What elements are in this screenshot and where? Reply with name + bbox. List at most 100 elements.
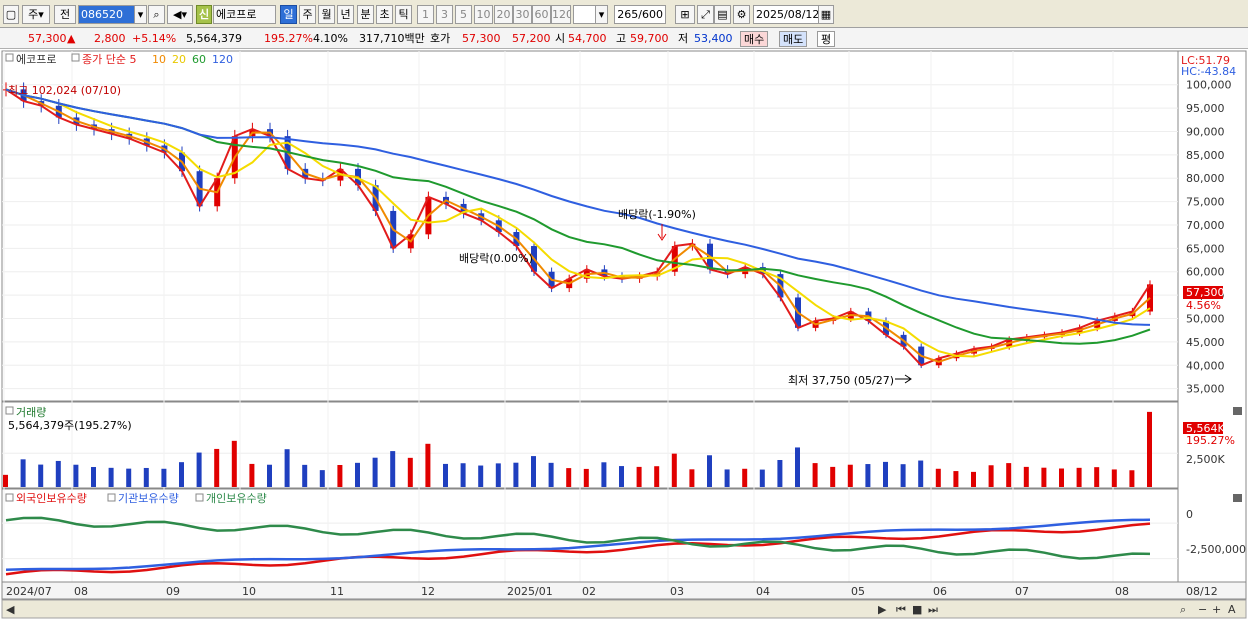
volume-close-icon[interactable] bbox=[1233, 407, 1242, 415]
quote-bar: 57,300 ▲ 2,800 +5.14% 5,564,379 195.27% … bbox=[0, 28, 1248, 49]
price-tick-label: 70,000 bbox=[1186, 219, 1225, 232]
volume-bar bbox=[742, 468, 748, 487]
price-tick-label: 90,000 bbox=[1186, 125, 1225, 138]
count-1[interactable]: 1 bbox=[417, 5, 434, 24]
stop-icon[interactable]: ■ bbox=[912, 603, 922, 616]
count-3[interactable]: 3 bbox=[436, 5, 453, 24]
count-5[interactable]: 5 bbox=[455, 5, 472, 24]
prev-button[interactable]: 전 bbox=[54, 5, 76, 24]
holdings-line bbox=[5, 518, 1151, 572]
window-icon[interactable]: ▢ bbox=[3, 5, 19, 24]
volume-bar bbox=[1041, 467, 1047, 487]
chart-type-icon[interactable]: ⤢ bbox=[697, 5, 714, 24]
holdings-line bbox=[5, 516, 1151, 560]
volume-bar bbox=[443, 463, 448, 487]
annotation-high: 최고 102,024 (07/10) bbox=[8, 84, 121, 97]
volume-bar bbox=[231, 440, 237, 487]
volume-bar bbox=[126, 468, 132, 487]
volume-bar bbox=[390, 451, 396, 487]
font-size-icon[interactable]: A bbox=[1228, 603, 1236, 616]
volume-bar bbox=[161, 468, 167, 487]
zoom-icon[interactable]: ⌕ bbox=[1180, 603, 1186, 616]
custom-count-dropdown-icon[interactable]: ▾ bbox=[595, 5, 608, 24]
volume-bar bbox=[355, 462, 360, 487]
zoom-in-icon[interactable]: + bbox=[1212, 603, 1221, 616]
stock-chart[interactable]: 100,000 95,000 90,000 85,000 80,000 75,000 70,… bbox=[0, 50, 1248, 621]
interval-second[interactable]: 초 bbox=[376, 5, 393, 24]
count-10[interactable]: 10 bbox=[474, 5, 493, 24]
date-input[interactable]: 2025/08/12 bbox=[753, 5, 819, 24]
period-select[interactable]: 주▾ bbox=[22, 5, 50, 24]
search-icon[interactable]: ⌕ bbox=[148, 5, 165, 24]
eval-button[interactable]: 평 bbox=[817, 31, 836, 47]
code-dropdown-icon[interactable]: ▾ bbox=[134, 5, 147, 24]
volume-bar bbox=[495, 463, 501, 487]
sell-button[interactable]: 매도 bbox=[779, 31, 808, 47]
volume-ratio: 195.27% bbox=[264, 32, 313, 45]
hc-label: HC:-43.84 bbox=[1181, 65, 1236, 78]
low-price: 53,400 bbox=[694, 32, 733, 45]
price-axis-ticks: 100,000 95,000 90,000 85,000 80,000 75,000 70,… bbox=[1186, 79, 1232, 396]
scroll-right-arrow[interactable]: ▶ bbox=[878, 603, 887, 616]
interval-minute[interactable]: 분 bbox=[357, 5, 374, 24]
bid-price: 57,200 bbox=[512, 32, 551, 45]
stock-code-input[interactable]: 086520 bbox=[78, 5, 136, 24]
stock-name[interactable]: 에코프로 bbox=[213, 5, 276, 24]
x-axis-label: 08/12 bbox=[1186, 585, 1218, 598]
count-20[interactable]: 20 bbox=[494, 5, 513, 24]
interval-tick[interactable]: 틱 bbox=[395, 5, 412, 24]
count-120[interactable]: 120 bbox=[551, 5, 571, 24]
last-price-tag bbox=[1183, 286, 1223, 299]
save-icon[interactable]: ▤ bbox=[714, 5, 731, 24]
volume-bar bbox=[108, 467, 114, 487]
interval-day[interactable]: 일 bbox=[280, 5, 297, 24]
scroll-end-icon[interactable]: ⏭ bbox=[928, 603, 938, 616]
scroll-left-arrow[interactable]: ◀ bbox=[6, 603, 15, 616]
scrollbar[interactable] bbox=[1, 599, 1247, 619]
buy-button[interactable]: 매수 bbox=[740, 31, 769, 47]
lc-label: LC:51.79 bbox=[1181, 54, 1230, 67]
price-tick-label: 65,000 bbox=[1186, 242, 1225, 255]
volume-bar bbox=[73, 464, 79, 487]
legend-box-icon bbox=[5, 493, 14, 502]
count-60[interactable]: 60 bbox=[532, 5, 551, 24]
interval-year[interactable]: 년 bbox=[337, 5, 354, 24]
volume-bar bbox=[91, 467, 96, 487]
x-axis-label: 04 bbox=[756, 585, 770, 598]
open-price: 54,700 bbox=[568, 32, 607, 45]
low-arrow-icon bbox=[895, 374, 912, 384]
x-axis-label: 11 bbox=[330, 585, 344, 598]
calendar-icon[interactable]: ▦ bbox=[818, 5, 834, 24]
zoom-out-icon[interactable]: − bbox=[1198, 603, 1207, 616]
volume-subtitle: 5,564,379주(195.27%) bbox=[8, 419, 132, 432]
volume-bar bbox=[1111, 469, 1117, 487]
holdings-tick-neg2500000: -2,500,000 bbox=[1186, 543, 1246, 556]
ma120-legend: 120 bbox=[212, 53, 233, 66]
price-tick-label: 50,000 bbox=[1186, 313, 1225, 326]
holdings-close-icon[interactable] bbox=[1233, 494, 1242, 502]
volume-bar bbox=[267, 464, 272, 487]
volume-bar bbox=[830, 466, 836, 487]
price-tick-label: 95,000 bbox=[1186, 102, 1225, 115]
interval-month[interactable]: 월 bbox=[318, 5, 335, 24]
x-axis-label: 10 bbox=[242, 585, 256, 598]
volume-bar bbox=[812, 463, 818, 487]
ask-price: 57,300 bbox=[462, 32, 501, 45]
x-axis-label: 05 bbox=[851, 585, 865, 598]
price-tick-label: 100,000 bbox=[1186, 79, 1232, 92]
scroll-begin-icon[interactable]: ⏮ bbox=[896, 603, 906, 616]
range-display[interactable]: 265/600 bbox=[614, 5, 666, 24]
volume-bar bbox=[196, 452, 202, 487]
annotation-dividend-1: 배당락(0.00%) bbox=[459, 252, 533, 265]
count-30[interactable]: 30 bbox=[513, 5, 532, 24]
interval-week[interactable]: 주 bbox=[299, 5, 316, 24]
volume-bar bbox=[953, 471, 959, 487]
gear-icon[interactable]: ⚙ bbox=[733, 5, 750, 24]
speaker-icon[interactable]: ◀▾ bbox=[167, 5, 193, 24]
price-tick-label: 75,000 bbox=[1186, 196, 1225, 209]
tools-icon[interactable]: ⊞ bbox=[675, 5, 695, 24]
annotation-low: 최저 37,750 (05/27) bbox=[788, 374, 894, 387]
volume-bar bbox=[214, 448, 220, 487]
high-price: 59,700 bbox=[630, 32, 669, 45]
volume-last-label: 5,564K bbox=[1186, 422, 1225, 435]
